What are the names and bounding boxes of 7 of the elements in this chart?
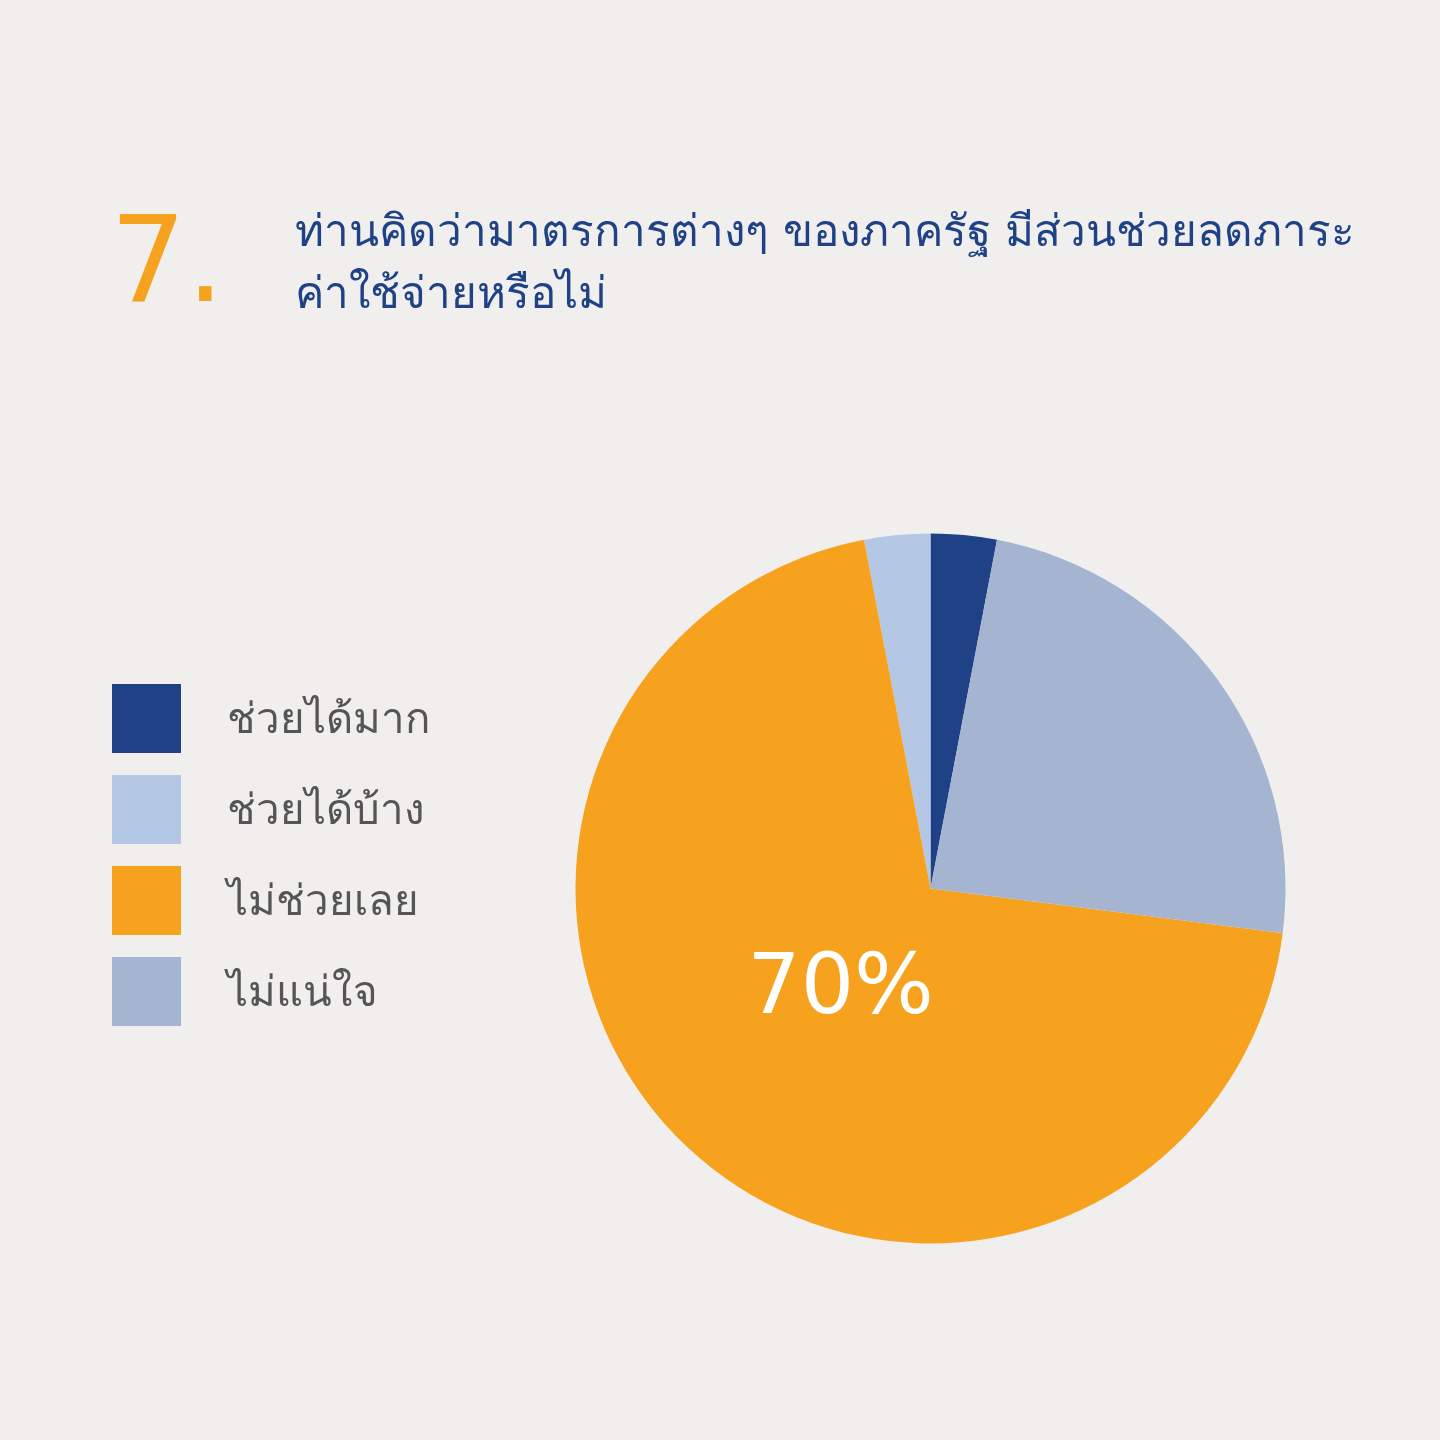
text: 7. <box>110 190 225 329</box>
data-label: 70% <box>747 935 934 1034</box>
legend-label: ช่วยได้มาก <box>226 694 430 743</box>
legend-label: ช่วยได้บ้าง <box>226 785 425 834</box>
legend-label: ไม่ช่วยเลย <box>223 876 419 925</box>
legend-label: ไม่แน่ใจ <box>223 967 378 1016</box>
chart-title: ท่านคิดว่ามาตรการต่างๆ ของภาครัฐ มีส่วนช่วยลดภาระค่าใช้จ่ายหรือไม่ <box>295 204 1356 320</box>
